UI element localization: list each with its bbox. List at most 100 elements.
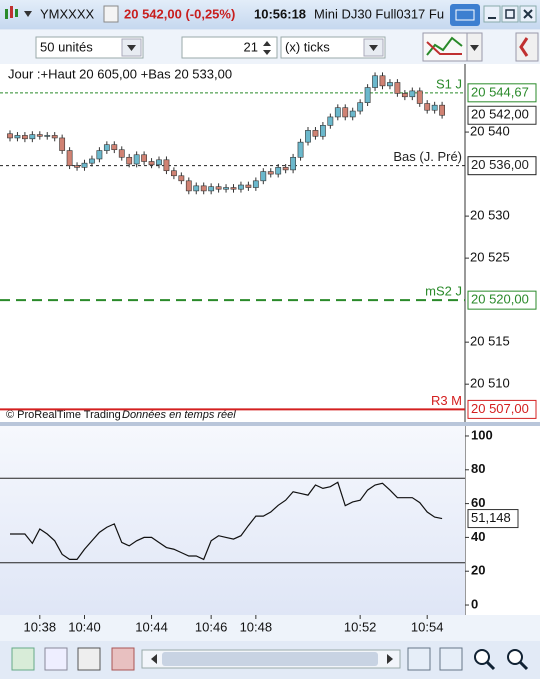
zoom-out-handle <box>485 660 496 671</box>
candle-body <box>171 170 177 177</box>
candle-body <box>342 107 349 118</box>
tool-button[interactable] <box>77 647 101 671</box>
maximize-button[interactable] <box>501 5 519 23</box>
scroll-right[interactable] <box>387 654 393 664</box>
y-tick-label: 20 525 <box>470 250 510 265</box>
price-panel <box>0 64 465 422</box>
indicator-icon <box>426 41 462 55</box>
y-tick-label: 20 <box>471 563 485 578</box>
y-tick-label: 20 515 <box>470 334 510 349</box>
candle-body <box>96 150 103 160</box>
candle-body <box>111 144 118 151</box>
instrument-name: Mini DJ30 Full0317 Fu <box>314 6 444 21</box>
candle-body <box>372 75 378 88</box>
candle-body <box>334 107 341 118</box>
symbol: YMXXXX <box>40 6 95 21</box>
candle-body <box>312 130 319 137</box>
candle-body <box>178 175 185 182</box>
candle-body <box>416 90 423 104</box>
oscillator-panel <box>0 426 465 615</box>
info-icon[interactable] <box>103 5 119 23</box>
candle-body <box>275 167 282 175</box>
quote: 20 542,00 (-0,25%) <box>124 6 235 21</box>
panel-separator <box>0 422 540 426</box>
candle-body <box>215 186 222 190</box>
scroll-thumb[interactable] <box>162 652 378 666</box>
candle-body <box>59 137 66 151</box>
level-value-box <box>467 83 537 103</box>
level-value-box <box>467 399 537 419</box>
ticks-input[interactable] <box>181 36 278 59</box>
candle-body <box>163 159 170 172</box>
oscillator-line <box>10 481 443 561</box>
candle-body <box>245 184 252 188</box>
candle-body <box>327 116 334 126</box>
y-tick-label: 20 540 <box>470 124 510 139</box>
level-value-box <box>467 156 537 176</box>
candle-body <box>305 130 311 143</box>
source: © ProRealTime Trading <box>6 409 121 421</box>
candle-body <box>267 171 274 175</box>
minimize-button[interactable] <box>483 5 501 23</box>
candle-body <box>118 149 125 158</box>
units-label: 50 unités <box>40 39 93 54</box>
spinner[interactable] <box>263 41 271 55</box>
scroll-left[interactable] <box>151 654 157 664</box>
candle-body <box>36 134 43 137</box>
candle-body <box>14 135 21 139</box>
ticks-value: 21 <box>244 39 258 54</box>
candle-body <box>364 87 371 103</box>
x-tick-label: 10:52 <box>344 619 377 634</box>
dropdown-arrow[interactable] <box>24 11 32 17</box>
level-value-box <box>467 290 537 310</box>
y-tick-label: 80 <box>471 461 485 476</box>
side-icon <box>519 37 529 57</box>
x-tick-label: 10:38 <box>24 619 57 634</box>
candle-body <box>260 171 267 182</box>
tool-button[interactable] <box>11 647 35 671</box>
candle-body <box>193 185 200 192</box>
x-tick-label: 10:44 <box>135 619 168 634</box>
tool-button[interactable] <box>439 647 463 671</box>
candle-body <box>156 159 162 166</box>
candle-body <box>409 90 416 98</box>
level-value-label: 20 536,00 <box>471 157 529 172</box>
y-tick-label: 100 <box>471 427 493 442</box>
last-value-box <box>467 509 519 529</box>
y-tick-label: 40 <box>471 529 485 544</box>
candle-body <box>401 93 408 98</box>
tool-button[interactable] <box>111 647 135 671</box>
close-icon <box>523 9 533 19</box>
ticks-unit-select[interactable] <box>280 36 386 59</box>
keyboard-icon <box>455 9 475 21</box>
level-name: Bas (J. Pré) <box>393 149 462 164</box>
candle-body <box>357 102 364 112</box>
candle-body <box>7 133 13 139</box>
candle-body <box>29 134 36 140</box>
indicator-icon <box>426 36 463 56</box>
level-value-label: 20 544,67 <box>471 84 529 99</box>
units-select[interactable] <box>35 36 144 59</box>
candle-body <box>282 167 289 171</box>
keyboard-button[interactable] <box>450 4 480 26</box>
tool-button[interactable] <box>44 647 68 671</box>
candle-body <box>319 125 326 137</box>
candle-body <box>252 180 259 188</box>
note: Données en temps réel <box>122 409 236 421</box>
tool-button[interactable] <box>407 647 431 671</box>
candle-body <box>394 82 401 94</box>
zoom-in[interactable] <box>507 649 523 665</box>
candle-body <box>208 186 215 192</box>
y-tick-label: 20 530 <box>470 208 510 223</box>
dropdown-arrow <box>470 45 479 51</box>
y-tick-label: 0 <box>471 596 478 611</box>
x-tick-label: 10:48 <box>240 619 273 634</box>
time-axis <box>0 615 540 641</box>
candle-body <box>66 150 73 166</box>
zoom-out[interactable] <box>474 649 490 665</box>
chart-subtitle: Jour :+Haut 20 605,00 +Bas 20 533,00 <box>8 66 232 81</box>
side-button[interactable] <box>515 32 539 62</box>
candle-body <box>103 144 110 151</box>
x-tick-label: 10:46 <box>195 619 228 634</box>
x-tick-label: 10:40 <box>68 619 101 634</box>
